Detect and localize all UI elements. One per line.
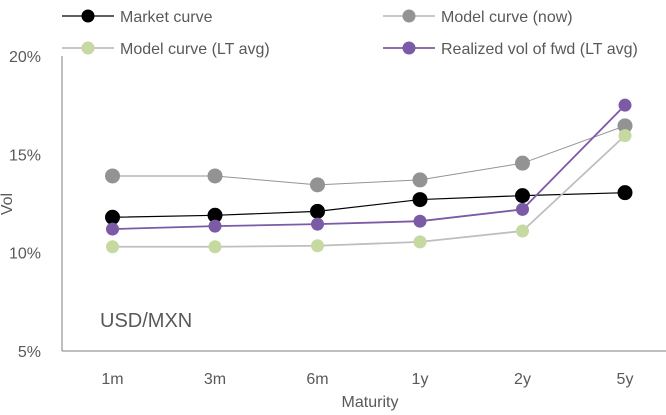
data-point	[413, 235, 427, 249]
data-point	[105, 168, 120, 184]
data-point	[413, 214, 427, 228]
series-group	[105, 98, 633, 254]
data-point	[515, 155, 530, 171]
legend-item: Realized vol of fwd (LT avg)	[383, 41, 638, 58]
data-point	[412, 192, 428, 208]
series-line	[112, 125, 626, 186]
y-tick-label: 15%	[9, 147, 41, 164]
data-point	[106, 240, 119, 254]
series-3	[106, 129, 632, 254]
y-tick-label: 5%	[18, 344, 41, 361]
data-point	[617, 118, 633, 134]
legend-label: Market curve	[120, 9, 213, 26]
series-line	[112, 192, 626, 218]
data-point	[617, 185, 633, 201]
data-point	[207, 168, 223, 184]
data-point	[516, 202, 529, 216]
data-point	[618, 129, 632, 143]
data-point	[207, 207, 223, 223]
legend-item: Model curve (LT avg)	[62, 41, 270, 58]
legend-label: Model curve (now)	[441, 9, 573, 26]
data-point	[515, 188, 530, 204]
legend-marker	[81, 41, 95, 55]
legend-item: Market curve	[62, 9, 213, 26]
data-point	[208, 219, 222, 233]
x-tick-label: 3m	[204, 371, 226, 388]
legend-marker	[402, 41, 416, 55]
data-point	[412, 172, 428, 188]
data-point	[618, 98, 632, 112]
x-tick-label: 1m	[101, 371, 123, 388]
x-tick-label: 2y	[514, 371, 531, 388]
x-tick-label: 5y	[617, 371, 634, 388]
y-tick-label: 10%	[9, 246, 41, 263]
series-line	[112, 104, 626, 230]
data-point	[106, 222, 119, 236]
legend-label: Realized vol of fwd (LT avg)	[441, 41, 638, 58]
legend-item: Model curve (now)	[383, 9, 573, 26]
legend-marker	[402, 9, 416, 23]
data-point	[311, 239, 324, 253]
data-point	[105, 209, 120, 225]
series-2	[105, 118, 633, 193]
data-point	[310, 177, 325, 193]
y-axis-label: Vol	[0, 193, 16, 215]
x-tick-labels: 1m 3m 6m 1y 2y 5y	[101, 371, 633, 388]
y-tick-label: 20%	[9, 49, 41, 66]
data-point	[208, 240, 222, 254]
x-tick-label: 1y	[412, 371, 429, 388]
legend-marker	[81, 9, 95, 23]
chart-annotation: USD/MXN	[100, 310, 192, 332]
series-line	[112, 134, 626, 248]
legend: Market curve Model curve (now) Model curve…	[62, 9, 638, 58]
x-axis-label: Maturity	[342, 394, 399, 411]
data-point	[516, 224, 529, 238]
x-tick-label: 6m	[306, 371, 328, 388]
legend-label: Model curve (LT avg)	[120, 41, 270, 58]
series-1	[105, 185, 633, 225]
y-tick-labels: 5% 10% 15% 20%	[9, 49, 41, 361]
data-point	[310, 203, 325, 219]
series-4	[106, 98, 632, 236]
data-point	[311, 217, 324, 231]
axes	[61, 56, 666, 352]
